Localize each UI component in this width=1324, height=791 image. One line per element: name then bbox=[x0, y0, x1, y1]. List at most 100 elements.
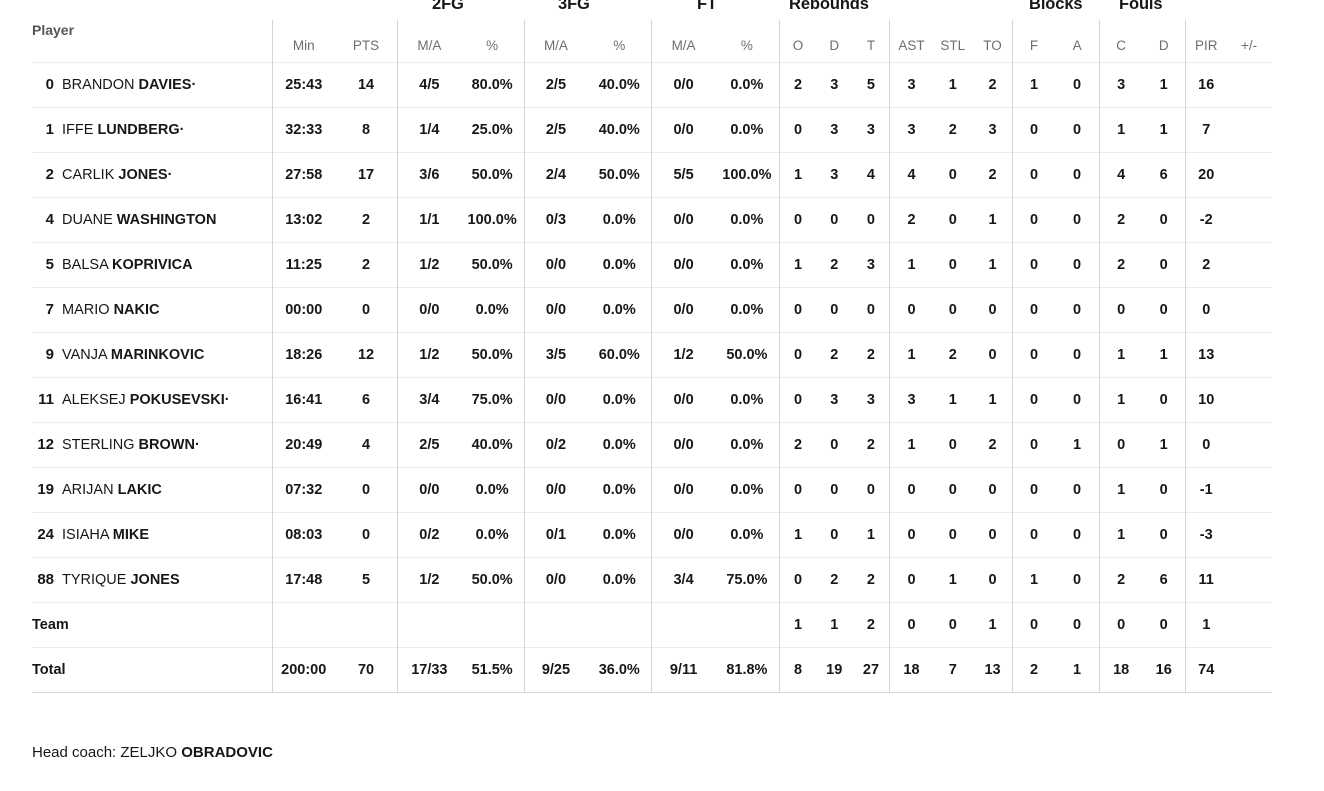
starter-marker-icon: · bbox=[194, 437, 200, 453]
player-first-name: DUANE bbox=[62, 212, 117, 228]
player-jersey-number: 12 bbox=[37, 436, 54, 453]
table-row[interactable]: 2 CARLIK JONES· 27:58 17 3/6 50.0% 2/4 50.0% 5/5… bbox=[32, 152, 1272, 197]
team-cell-to: 1 bbox=[988, 616, 997, 633]
total-cell-blka: 1 bbox=[1073, 661, 1082, 678]
table-row[interactable]: 88 TYRIQUE JONES 17:48 5 1/2 50.0% 0/0 0.0% 3/4 7… bbox=[32, 557, 1272, 602]
column-header-plusminus[interactable]: +/- bbox=[1241, 37, 1258, 53]
player-name-cell[interactable]: 11 ALEKSEJ POKUSEVSKI· bbox=[32, 377, 272, 422]
player-cell-fg3pct: 0.0% bbox=[602, 211, 636, 228]
column-header-fouls-d[interactable]: D bbox=[1158, 37, 1169, 53]
table-row[interactable]: 5 BALSA KOPRIVICA 11:25 2 1/2 50.0% 0/0 0.0% 0/0… bbox=[32, 242, 1272, 287]
player-name-cell[interactable]: 0 BRANDON DAVIES· bbox=[32, 62, 272, 107]
table-row[interactable]: 11 ALEKSEJ POKUSEVSKI· 16:41 6 3/4 75.0% 0/0 0.… bbox=[32, 377, 1272, 422]
column-header-2fg-pct[interactable]: % bbox=[486, 37, 499, 53]
table-row[interactable]: 7 MARIO NAKIC 00:00 0 0/0 0.0% 0/0 0.0% 0/0 0.0% 0… bbox=[32, 287, 1272, 332]
player-last-name: JONES bbox=[118, 167, 168, 183]
player-name-cell[interactable]: 2 CARLIK JONES· bbox=[32, 152, 272, 197]
player-cell-dreb: 2 bbox=[830, 571, 839, 588]
column-header-pts[interactable]: PTS bbox=[352, 37, 380, 53]
player-cell-pm bbox=[1226, 287, 1272, 332]
player-cell-foulc: 3 bbox=[1099, 62, 1143, 107]
column-header-fouls-c[interactable]: C bbox=[1099, 20, 1143, 62]
player-name-cell[interactable]: 4 DUANE WASHINGTON bbox=[32, 197, 272, 242]
player-name-cell[interactable]: 7 MARIO NAKIC bbox=[32, 287, 272, 332]
column-header-ft-ma[interactable]: M/A bbox=[651, 20, 715, 62]
player-cell-pm bbox=[1226, 422, 1272, 467]
player-cell-ftpct: 50.0% bbox=[726, 346, 768, 363]
player-cell-foulc: 1 bbox=[1099, 467, 1143, 512]
total-cell-min: 200:00 bbox=[271, 647, 335, 692]
player-cell-fg2ma: 1/2 bbox=[397, 557, 461, 602]
column-header-to[interactable]: TO bbox=[983, 37, 1002, 53]
player-cell-fg3pct: 0.0% bbox=[602, 526, 636, 543]
column-header-treb[interactable]: T bbox=[866, 37, 876, 53]
player-first-name: BALSA bbox=[62, 257, 112, 273]
column-header-blocks-f[interactable]: F bbox=[1012, 20, 1056, 62]
player-cell-oreb: 0 bbox=[779, 557, 817, 602]
team-row: Team 1 1 2 0 0 1 0 0 0 0 1 bbox=[32, 602, 1272, 647]
player-cell-pts: 12 bbox=[357, 346, 375, 363]
player-cell-foulc: 1 bbox=[1099, 332, 1143, 377]
player-cell-pm bbox=[1226, 152, 1272, 197]
player-cell-pts: 2 bbox=[362, 211, 371, 228]
player-jersey-number: 4 bbox=[45, 211, 54, 228]
player-cell-oreb: 0 bbox=[779, 197, 817, 242]
player-cell-treb: 3 bbox=[866, 256, 875, 273]
player-name-cell[interactable]: 1 IFFE LUNDBERG· bbox=[32, 107, 272, 152]
column-header-pir[interactable]: PIR bbox=[1185, 20, 1227, 62]
column-header-min[interactable]: Min bbox=[271, 20, 335, 62]
table-row[interactable]: 4 DUANE WASHINGTON 13:02 2 1/1 100.0% 0/3 0.0% 0… bbox=[32, 197, 1272, 242]
player-cell-ftpct: 0.0% bbox=[730, 301, 764, 318]
player-cell-ast: 0 bbox=[889, 467, 933, 512]
player-cell-to: 3 bbox=[988, 121, 997, 138]
table-row[interactable]: 24 ISIAHA MIKE 08:03 0 0/2 0.0% 0/1 0.0% 0/0 0.0%… bbox=[32, 512, 1272, 557]
player-name-cell[interactable]: 24 ISIAHA MIKE bbox=[32, 512, 272, 557]
table-row[interactable]: 1 IFFE LUNDBERG· 32:33 8 1/4 25.0% 2/5 40.0% 0/0… bbox=[32, 107, 1272, 152]
column-header-stl[interactable]: STL bbox=[940, 37, 966, 53]
player-name-cell[interactable]: 9 VANJA MARINKOVIC bbox=[32, 332, 272, 377]
table-row[interactable]: 0 BRANDON DAVIES· 25:43 14 4/5 80.0% 2/5 40.0% 0… bbox=[32, 62, 1272, 107]
player-cell-blkf: 0 bbox=[1012, 152, 1056, 197]
table-row[interactable]: 19 ARIJAN LAKIC 07:32 0 0/0 0.0% 0/0 0.0% 0/0 0.0… bbox=[32, 467, 1272, 512]
player-name-cell[interactable]: 88 TYRIQUE JONES bbox=[32, 557, 272, 602]
total-cell-pm bbox=[1226, 647, 1272, 692]
player-name-cell[interactable]: 19 ARIJAN LAKIC bbox=[32, 467, 272, 512]
column-header-2fg-ma[interactable]: M/A bbox=[397, 20, 461, 62]
player-cell-fg2ma: 3/4 bbox=[397, 377, 461, 422]
team-row-label: Team bbox=[32, 616, 69, 633]
player-cell-foulc: 1 bbox=[1099, 107, 1143, 152]
player-name-cell[interactable]: 5 BALSA KOPRIVICA bbox=[32, 242, 272, 287]
starter-marker-icon: · bbox=[191, 77, 197, 93]
player-cell-blka: 0 bbox=[1073, 256, 1082, 273]
player-cell-blka: 0 bbox=[1073, 391, 1082, 408]
table-row[interactable]: 9 VANJA MARINKOVIC 18:26 12 1/2 50.0% 3/5 60.0%… bbox=[32, 332, 1272, 377]
column-header-dreb[interactable]: D bbox=[829, 37, 840, 53]
player-cell-pts: 0 bbox=[362, 301, 371, 318]
player-cell-ftma: 0/0 bbox=[651, 512, 715, 557]
team-cell-ftpct bbox=[715, 602, 780, 647]
player-cell-to: 2 bbox=[988, 166, 997, 183]
player-cell-ftma: 0/0 bbox=[651, 467, 715, 512]
player-name-cell[interactable]: 12 STERLING BROWN· bbox=[32, 422, 272, 467]
player-cell-fg2ma: 1/2 bbox=[397, 332, 461, 377]
table-row[interactable]: 12 STERLING BROWN· 20:49 4 2/5 40.0% 0/2 0.0% 0/… bbox=[32, 422, 1272, 467]
column-header-ft-pct[interactable]: % bbox=[740, 37, 753, 53]
player-cell-fg3pct: 0.0% bbox=[602, 256, 636, 273]
player-cell-min: 17:48 bbox=[271, 557, 335, 602]
column-header-3fg-ma[interactable]: M/A bbox=[523, 20, 588, 62]
column-header-ast[interactable]: AST bbox=[889, 20, 933, 62]
player-cell-blkf: 0 bbox=[1012, 512, 1056, 557]
head-coach-last-name: OBRADOVIC bbox=[181, 744, 273, 761]
player-cell-ftpct: 0.0% bbox=[730, 391, 764, 408]
player-cell-stl: 0 bbox=[948, 166, 957, 183]
player-cell-dreb: 0 bbox=[830, 211, 839, 228]
column-header-oreb[interactable]: O bbox=[779, 20, 817, 62]
total-cell-oreb: 8 bbox=[779, 647, 817, 692]
player-cell-pm bbox=[1226, 557, 1272, 602]
column-header-blocks-a[interactable]: A bbox=[1072, 37, 1082, 53]
column-header-3fg-pct[interactable]: % bbox=[613, 37, 626, 53]
column-header-player[interactable]: Player bbox=[32, 22, 75, 38]
total-cell-fg2pct: 51.5% bbox=[471, 661, 513, 678]
player-cell-pm bbox=[1226, 377, 1272, 422]
player-cell-ast: 1 bbox=[889, 332, 933, 377]
